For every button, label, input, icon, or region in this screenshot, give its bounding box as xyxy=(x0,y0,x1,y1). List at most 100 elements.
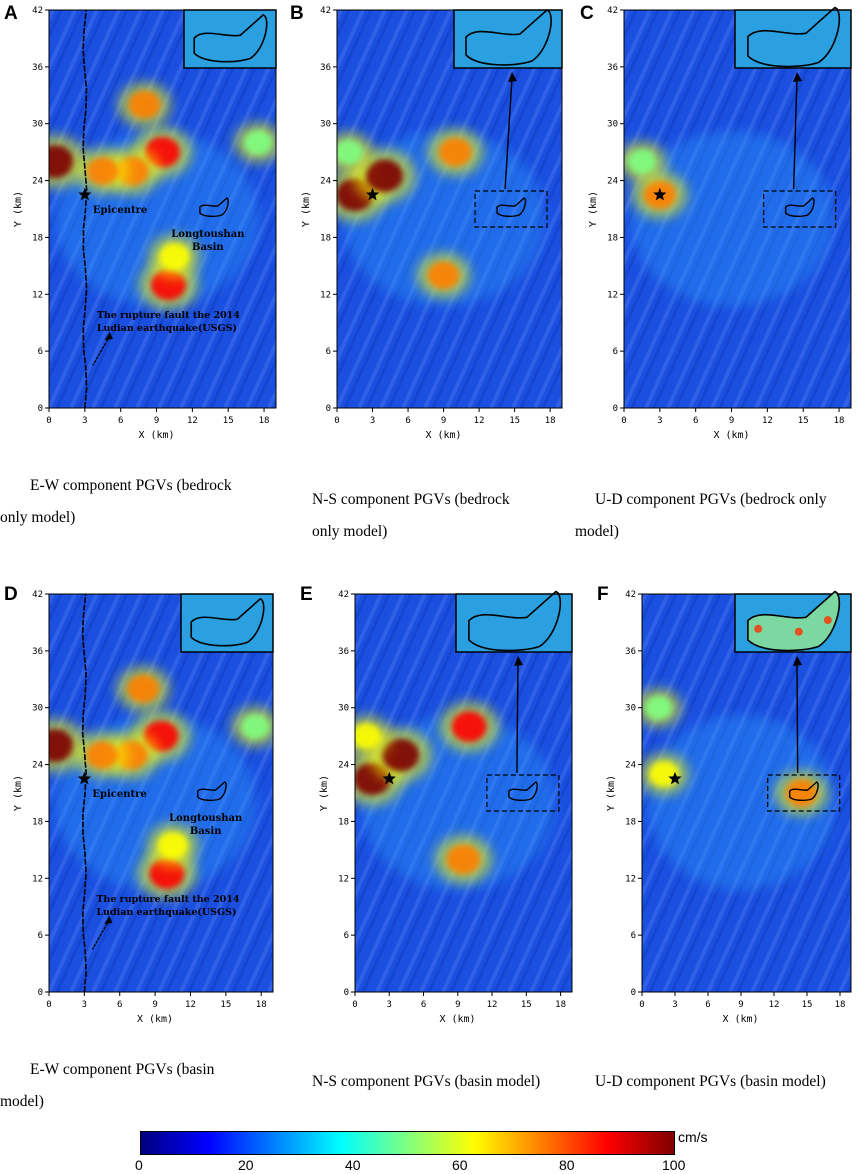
y-tick-label: 24 xyxy=(338,761,349,771)
colorbar-tick-60: 60 xyxy=(452,1157,468,1173)
x-tick-label: 18 xyxy=(834,416,845,426)
x-tick-label: 9 xyxy=(441,416,446,426)
y-tick-label: 42 xyxy=(320,6,331,16)
x-tick-label: 12 xyxy=(187,416,198,426)
x-tick-label: 0 xyxy=(46,1000,51,1010)
y-tick-label: 42 xyxy=(338,590,349,600)
x-tick-label: 6 xyxy=(118,416,123,426)
hotspot xyxy=(49,729,74,762)
basin-outline xyxy=(784,197,815,218)
inset-arrow xyxy=(516,661,519,774)
hotspot xyxy=(241,714,270,740)
y-tick-label: 6 xyxy=(631,931,636,941)
basin-outline xyxy=(199,197,229,218)
x-tick-label: 3 xyxy=(82,1000,87,1010)
y-tick-label: 12 xyxy=(607,290,618,300)
fault-pointer-arrow xyxy=(91,919,110,950)
hotspot xyxy=(644,695,673,720)
x-tick-label: 3 xyxy=(370,416,375,426)
basin-outline xyxy=(508,781,538,802)
x-tick-label: 12 xyxy=(762,416,773,426)
y-axis-label: Y (km) xyxy=(588,191,599,227)
fault-label-line2: Ludian earthquake(USGS) xyxy=(97,323,237,334)
y-tick-label: 6 xyxy=(326,347,331,357)
epicentre-star-icon xyxy=(382,771,396,785)
basin-label-line2: Basin xyxy=(190,826,222,837)
inset-hotspot xyxy=(823,616,832,625)
panel-letter: E xyxy=(300,584,313,605)
hotspot xyxy=(427,261,460,290)
y-tick-label: 18 xyxy=(32,233,43,243)
caption-e: N-S component PGVs (basin model) xyxy=(312,1066,582,1098)
hotspot xyxy=(439,137,472,167)
hotspot xyxy=(627,149,657,175)
epicentre-star-icon xyxy=(653,187,667,201)
colorbar-unit: cm/s xyxy=(678,1129,708,1145)
x-tick-label: 15 xyxy=(509,416,520,426)
caption-d-line2: model) xyxy=(0,1093,44,1110)
arrow-head-icon xyxy=(508,72,517,82)
caption-e-line1: N-S component PGVs (basin model) xyxy=(312,1073,541,1090)
x-tick-label: 3 xyxy=(657,416,662,426)
y-tick-label: 30 xyxy=(607,120,618,130)
basin-inset xyxy=(455,590,573,653)
epicentre-star-icon xyxy=(365,187,380,201)
caption-b: N-S component PGVs (bedrock only model) xyxy=(312,484,562,548)
x-tick-label: 15 xyxy=(521,1000,532,1010)
x-axis-label: X (km) xyxy=(713,430,749,441)
caption-c-line2: model) xyxy=(575,523,619,540)
y-tick-label: 36 xyxy=(320,63,331,73)
caption-f-line1: U-D component PGVs (basin model) xyxy=(595,1073,826,1090)
hotspot xyxy=(785,779,818,807)
basin-inset xyxy=(180,593,274,653)
y-tick-label: 6 xyxy=(613,347,618,357)
panel-letter: D xyxy=(4,584,18,605)
x-tick-label: 6 xyxy=(421,1000,426,1010)
caption-a: E-W component PGVs (bedrock only model) xyxy=(0,470,280,534)
hotspot xyxy=(86,157,119,185)
y-tick-label: 12 xyxy=(338,874,349,884)
y-tick-label: 18 xyxy=(625,817,636,827)
panel-letter: A xyxy=(4,3,18,24)
y-axis-label: Y (km) xyxy=(13,775,24,811)
y-tick-label: 0 xyxy=(344,988,349,998)
x-tick-label: 0 xyxy=(352,1000,357,1010)
x-tick-label: 18 xyxy=(835,1000,846,1010)
y-tick-label: 12 xyxy=(625,874,636,884)
x-tick-label: 12 xyxy=(474,416,485,426)
y-tick-label: 42 xyxy=(625,590,636,600)
y-tick-label: 36 xyxy=(625,647,636,657)
colorbar-tick-80: 80 xyxy=(559,1157,575,1173)
y-tick-label: 0 xyxy=(613,404,618,414)
inset-arrow xyxy=(504,77,513,190)
hotspot xyxy=(451,711,487,742)
hotspot xyxy=(86,741,118,769)
basin-label-line2: Basin xyxy=(192,242,224,253)
y-tick-label: 42 xyxy=(607,6,618,16)
caption-d: E-W component PGVs (basin model) xyxy=(0,1054,280,1118)
y-tick-label: 30 xyxy=(320,120,331,130)
epicentre-star-icon xyxy=(78,187,92,201)
inset-locator-box xyxy=(486,774,560,812)
hotspot xyxy=(337,139,363,165)
x-tick-label: 6 xyxy=(117,1000,122,1010)
x-tick-label: 9 xyxy=(729,416,734,426)
y-tick-label: 24 xyxy=(32,761,43,771)
basin-label-line1: Longtoushan xyxy=(169,813,243,824)
y-tick-label: 24 xyxy=(32,177,43,187)
arrow-head-icon xyxy=(793,72,802,82)
x-tick-label: 15 xyxy=(798,416,809,426)
inset-locator-box xyxy=(767,774,841,812)
arrow-head-icon xyxy=(104,331,113,340)
hotspot xyxy=(382,738,420,772)
x-tick-label: 3 xyxy=(82,416,87,426)
inset-arrow xyxy=(796,661,799,774)
inset-locator-box xyxy=(474,190,548,228)
y-tick-label: 36 xyxy=(338,647,349,657)
map-frame xyxy=(48,9,277,409)
y-tick-label: 30 xyxy=(338,704,349,714)
x-tick-label: 9 xyxy=(152,1000,157,1010)
fault-label-line1: The rupture fault the 2014 xyxy=(97,310,240,321)
